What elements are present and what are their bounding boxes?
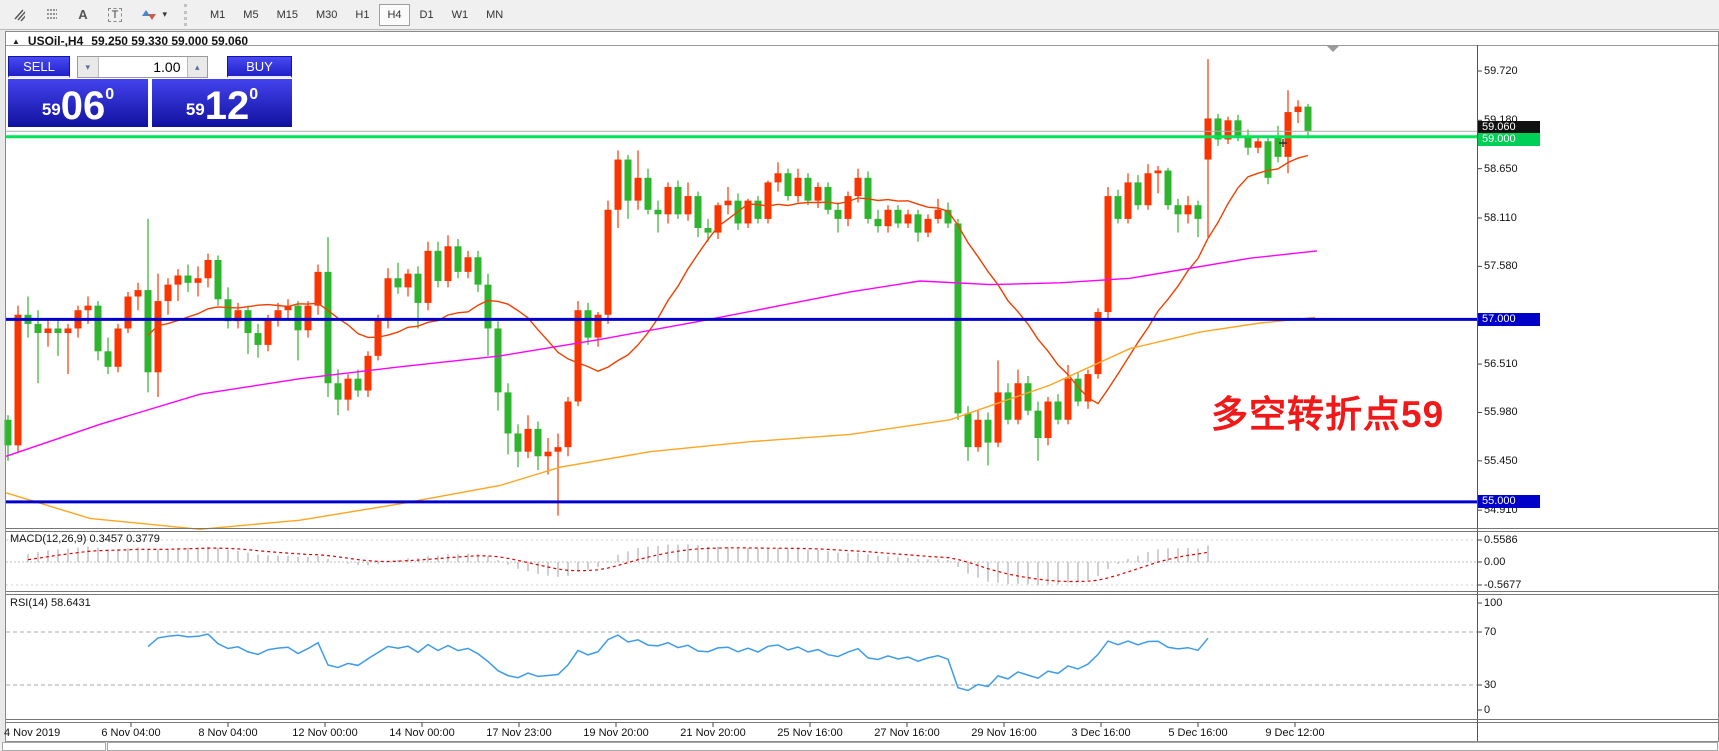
timeframe-button-m30[interactable]: M30 (308, 4, 345, 26)
grid-icon: F (47, 8, 57, 19)
sell-price-small: 59 (41, 100, 61, 119)
timeframe-button-h4[interactable]: H4 (379, 3, 410, 26)
buy-price-small: 59 (185, 100, 205, 119)
volume-increase-button[interactable]: ▴ (186, 57, 207, 77)
volume-input[interactable] (98, 57, 187, 77)
buy-button[interactable]: BUY (227, 56, 292, 78)
chart-text-annotation: 多空转折点59 (1211, 394, 1445, 435)
timeframe-button-m1[interactable]: M1 (202, 4, 233, 26)
timeframe-button-group: M1 M5 M15 M30 H1 H4 D1 W1 MN (202, 3, 511, 26)
sell-price-sup: 0 (105, 86, 115, 103)
timeframe-button-m15[interactable]: M15 (269, 4, 306, 26)
volume-stepper: ▾ ▴ (77, 56, 208, 78)
timeframe-button-mn[interactable]: MN (478, 4, 511, 26)
chart-title: ▲ USOil-,H4 59.250 59.330 59.000 59.060 (12, 34, 248, 48)
buy-price-sup: 0 (249, 86, 259, 103)
rsi-indicator-label: RSI(14) 58.6431 (10, 597, 91, 609)
arrow-objects-icon (142, 9, 156, 20)
collapse-arrow-icon[interactable]: ▲ (12, 36, 20, 46)
buy-price-big: 12 (204, 84, 250, 128)
dropdown-caret-icon: ▾ (162, 9, 167, 19)
sell-button[interactable]: SELL (8, 56, 70, 78)
symbol-name: USOil-,H4 (27, 34, 84, 48)
timeframe-button-m5[interactable]: M5 (235, 4, 266, 26)
text-tool-icon[interactable]: A (70, 3, 96, 27)
ohlc-quotes: 59.250 59.330 59.000 59.060 (91, 34, 249, 48)
status-cell-left (2, 742, 106, 751)
status-cell-right (107, 742, 1718, 751)
buy-price-display[interactable]: 59 12 0 (152, 79, 292, 127)
timeframe-button-h1[interactable]: H1 (347, 4, 377, 26)
volume-decrease-button[interactable]: ▾ (78, 57, 99, 77)
toolbar-separator (184, 3, 192, 26)
timeframe-button-w1[interactable]: W1 (444, 4, 477, 26)
sell-price-big: 06 (60, 84, 106, 128)
status-bar (0, 742, 1719, 751)
text-label-tool-icon[interactable]: T (102, 3, 128, 27)
arrows-tool-icon[interactable]: ▾ (134, 3, 174, 27)
pencil-lines-icon: E (14, 9, 25, 21)
macd-indicator-label: MACD(12,26,9) 0.3457 0.3779 (10, 533, 160, 545)
crosshair-lines-icon[interactable]: E (6, 3, 32, 27)
sell-price-display[interactable]: 59 06 0 (8, 79, 148, 127)
timeframe-button-d1[interactable]: D1 (412, 4, 442, 26)
chart-window[interactable] (6, 31, 1718, 741)
fibonacci-grid-icon[interactable]: F (38, 3, 64, 27)
